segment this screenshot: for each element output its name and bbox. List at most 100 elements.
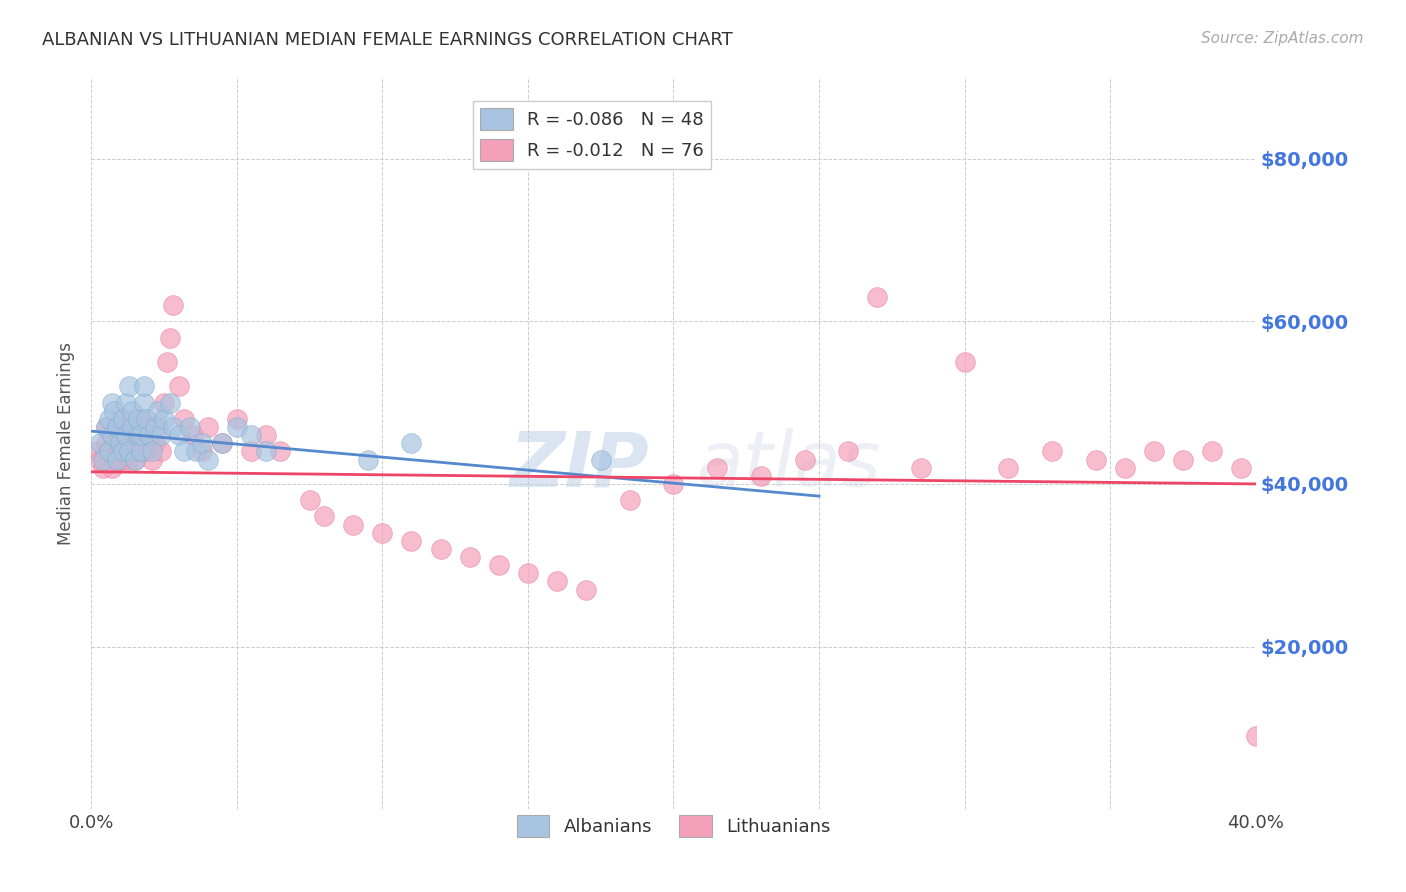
Point — [121, 404, 143, 418]
Point — [589, 452, 612, 467]
Point — [127, 428, 149, 442]
Point — [793, 452, 815, 467]
Point — [1040, 444, 1063, 458]
Point — [150, 444, 173, 458]
Point — [86, 444, 108, 458]
Point — [121, 444, 143, 458]
Point — [97, 412, 120, 426]
Point — [662, 477, 685, 491]
Point — [112, 452, 135, 467]
Point — [197, 420, 219, 434]
Point — [141, 452, 163, 467]
Point — [138, 428, 160, 442]
Point — [115, 420, 138, 434]
Point — [1171, 452, 1194, 467]
Point — [240, 444, 263, 458]
Point — [159, 395, 181, 409]
Point — [97, 444, 120, 458]
Point — [105, 420, 128, 434]
Point — [153, 412, 176, 426]
Point — [115, 444, 138, 458]
Point — [103, 404, 125, 418]
Point — [401, 436, 423, 450]
Point — [1084, 452, 1107, 467]
Point — [254, 444, 277, 458]
Point — [100, 395, 122, 409]
Point — [118, 444, 141, 458]
Point — [97, 444, 120, 458]
Point — [150, 428, 173, 442]
Point — [342, 517, 364, 532]
Point — [546, 574, 568, 589]
Point — [1143, 444, 1166, 458]
Point — [105, 452, 128, 467]
Point — [112, 444, 135, 458]
Point — [132, 436, 155, 450]
Point — [1114, 460, 1136, 475]
Point — [94, 420, 117, 434]
Point — [575, 582, 598, 597]
Point — [112, 412, 135, 426]
Point — [124, 428, 146, 442]
Point — [619, 493, 641, 508]
Point — [488, 558, 510, 573]
Point — [91, 452, 114, 467]
Point — [135, 444, 157, 458]
Point — [112, 428, 135, 442]
Point — [254, 428, 277, 442]
Point — [211, 436, 233, 450]
Point — [401, 533, 423, 548]
Point — [173, 444, 195, 458]
Point — [997, 460, 1019, 475]
Point — [371, 525, 394, 540]
Point — [129, 412, 152, 426]
Point — [118, 379, 141, 393]
Text: atlas: atlas — [697, 428, 882, 502]
Point — [1201, 444, 1223, 458]
Point — [89, 436, 111, 450]
Point — [181, 428, 204, 442]
Point — [910, 460, 932, 475]
Point — [127, 412, 149, 426]
Point — [100, 428, 122, 442]
Point — [143, 420, 166, 434]
Point — [110, 412, 132, 426]
Point — [100, 460, 122, 475]
Point — [115, 428, 138, 442]
Point — [314, 509, 336, 524]
Point — [1244, 729, 1267, 743]
Point — [458, 550, 481, 565]
Point — [121, 420, 143, 434]
Point — [159, 330, 181, 344]
Point — [1230, 460, 1253, 475]
Point — [143, 436, 166, 450]
Point — [118, 436, 141, 450]
Point — [269, 444, 291, 458]
Point — [103, 436, 125, 450]
Point — [167, 379, 190, 393]
Point — [127, 444, 149, 458]
Point — [115, 395, 138, 409]
Text: ALBANIAN VS LITHUANIAN MEDIAN FEMALE EARNINGS CORRELATION CHART: ALBANIAN VS LITHUANIAN MEDIAN FEMALE EAR… — [42, 31, 733, 49]
Point — [118, 452, 141, 467]
Point — [135, 412, 157, 426]
Point — [167, 428, 190, 442]
Point — [211, 436, 233, 450]
Point — [129, 428, 152, 442]
Legend: Albanians, Lithuanians: Albanians, Lithuanians — [509, 807, 838, 844]
Point — [298, 493, 321, 508]
Point — [91, 460, 114, 475]
Point — [146, 404, 169, 418]
Point — [516, 566, 538, 581]
Point — [141, 444, 163, 458]
Point — [156, 355, 179, 369]
Point — [89, 452, 111, 467]
Point — [749, 468, 772, 483]
Point — [953, 355, 976, 369]
Point — [173, 412, 195, 426]
Point — [124, 452, 146, 467]
Point — [146, 420, 169, 434]
Point — [132, 379, 155, 393]
Point — [129, 444, 152, 458]
Point — [132, 395, 155, 409]
